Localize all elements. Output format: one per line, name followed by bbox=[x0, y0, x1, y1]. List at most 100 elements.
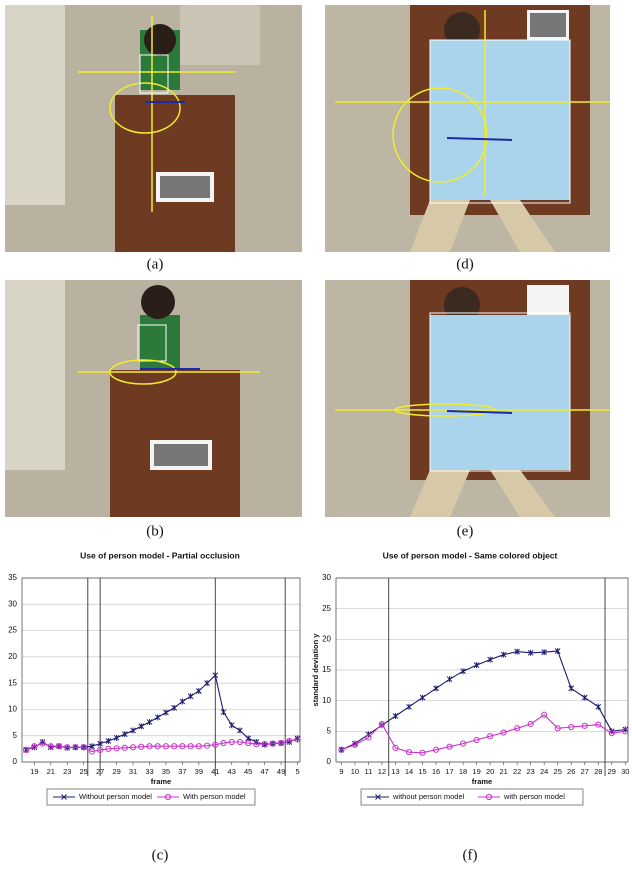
x-tick-label: 21 bbox=[499, 767, 507, 776]
x-tick-label: 21 bbox=[47, 767, 55, 776]
point bbox=[163, 710, 168, 716]
x-tick-label: 37 bbox=[178, 767, 186, 776]
point bbox=[139, 723, 144, 729]
panel-label: (f) bbox=[463, 847, 478, 863]
point bbox=[474, 662, 479, 668]
point bbox=[569, 685, 574, 691]
x-tick-label: 29 bbox=[608, 767, 616, 776]
point bbox=[447, 676, 452, 682]
y-tick-label: 5 bbox=[13, 731, 18, 740]
y-tick-label: 25 bbox=[322, 604, 331, 613]
x-tick-label: 28 bbox=[594, 767, 602, 776]
x-tick-label: 30 bbox=[621, 767, 629, 776]
x-tick-label: 31 bbox=[129, 767, 137, 776]
point bbox=[106, 738, 111, 744]
plot-frame bbox=[22, 578, 300, 762]
y-tick-label: 25 bbox=[8, 626, 17, 635]
point bbox=[122, 731, 127, 737]
point bbox=[147, 719, 152, 725]
y-tick-label: 35 bbox=[8, 573, 17, 582]
y-tick-label: 15 bbox=[322, 665, 331, 674]
y-tick-label: 10 bbox=[8, 705, 17, 714]
point bbox=[131, 727, 136, 733]
x-tick-label: 20 bbox=[486, 767, 494, 776]
x-tick-label: 23 bbox=[63, 767, 71, 776]
x-tick-label: 26 bbox=[567, 767, 575, 776]
photo bbox=[5, 5, 302, 252]
x-tick-label: 11 bbox=[365, 767, 373, 776]
x-tick-label: 24 bbox=[540, 767, 548, 776]
x-tick-label: 5 bbox=[295, 767, 299, 776]
y-axis-label: standard deviation y bbox=[311, 633, 320, 707]
chart-title: Use of person model - Same colored objec… bbox=[383, 550, 558, 560]
x-tick-label: 25 bbox=[554, 767, 562, 776]
y-tick-label: 15 bbox=[8, 678, 17, 687]
x-tick-label: 23 bbox=[526, 767, 534, 776]
x-tick-label: 15 bbox=[418, 767, 426, 776]
panel-label: (b) bbox=[146, 523, 164, 539]
series-line bbox=[341, 715, 625, 753]
point bbox=[196, 688, 201, 694]
point bbox=[237, 727, 242, 733]
legend-label: With person model bbox=[183, 792, 246, 801]
legend-label: with person model bbox=[503, 792, 565, 801]
point bbox=[221, 709, 226, 715]
x-tick-label: 22 bbox=[513, 767, 521, 776]
x-tick-label: 18 bbox=[459, 767, 467, 776]
x-axis-label: frame bbox=[472, 777, 492, 786]
point bbox=[461, 668, 466, 674]
point bbox=[180, 699, 185, 705]
x-tick-label: 16 bbox=[432, 767, 440, 776]
point bbox=[229, 722, 234, 728]
x-tick-label: 45 bbox=[244, 767, 252, 776]
x-tick-label: 10 bbox=[351, 767, 359, 776]
x-tick-label: 27 bbox=[581, 767, 589, 776]
panel-label: (e) bbox=[457, 523, 474, 539]
chart-title: Use of person model - Partial occlusion bbox=[80, 550, 240, 560]
photo bbox=[325, 280, 610, 517]
figure: (a) (d) (b) (e) (c) (f) Use of person mo… bbox=[0, 0, 632, 890]
x-tick-label: 43 bbox=[228, 767, 236, 776]
photo bbox=[325, 5, 610, 252]
point bbox=[582, 695, 587, 701]
point bbox=[172, 705, 177, 711]
x-tick-label: 33 bbox=[145, 767, 153, 776]
legend-label: Without person model bbox=[79, 792, 152, 801]
point bbox=[434, 685, 439, 691]
panel-label: (a) bbox=[147, 256, 164, 272]
y-tick-label: 0 bbox=[13, 757, 18, 766]
point bbox=[393, 713, 398, 719]
panel-label: (d) bbox=[456, 256, 474, 272]
point bbox=[295, 735, 300, 741]
point bbox=[596, 704, 601, 710]
x-tick-label: 19 bbox=[30, 767, 38, 776]
y-tick-label: 30 bbox=[8, 599, 17, 608]
point bbox=[155, 714, 160, 720]
y-tick-label: 20 bbox=[322, 634, 331, 643]
x-tick-label: 29 bbox=[112, 767, 120, 776]
x-tick-label: 49 bbox=[277, 767, 285, 776]
point bbox=[213, 672, 218, 678]
x-axis-label: frame bbox=[151, 777, 171, 786]
point bbox=[407, 704, 412, 710]
point bbox=[488, 657, 493, 663]
x-tick-label: 25 bbox=[80, 767, 88, 776]
y-tick-label: 5 bbox=[327, 726, 332, 735]
x-tick-label: 17 bbox=[445, 767, 453, 776]
x-tick-label: 35 bbox=[162, 767, 170, 776]
series-line bbox=[26, 675, 297, 750]
x-tick-label: 14 bbox=[405, 767, 413, 776]
point bbox=[420, 695, 425, 701]
point bbox=[188, 693, 193, 699]
x-tick-label: 19 bbox=[472, 767, 480, 776]
y-tick-label: 20 bbox=[8, 652, 17, 661]
x-tick-label: 47 bbox=[260, 767, 268, 776]
y-tick-label: 30 bbox=[322, 573, 331, 582]
x-tick-label: 9 bbox=[339, 767, 343, 776]
x-tick-label: 12 bbox=[378, 767, 386, 776]
y-tick-label: 10 bbox=[322, 696, 331, 705]
x-tick-label: 13 bbox=[391, 767, 399, 776]
x-tick-label: 39 bbox=[195, 767, 203, 776]
legend-label: without person model bbox=[392, 792, 465, 801]
point bbox=[114, 735, 119, 741]
